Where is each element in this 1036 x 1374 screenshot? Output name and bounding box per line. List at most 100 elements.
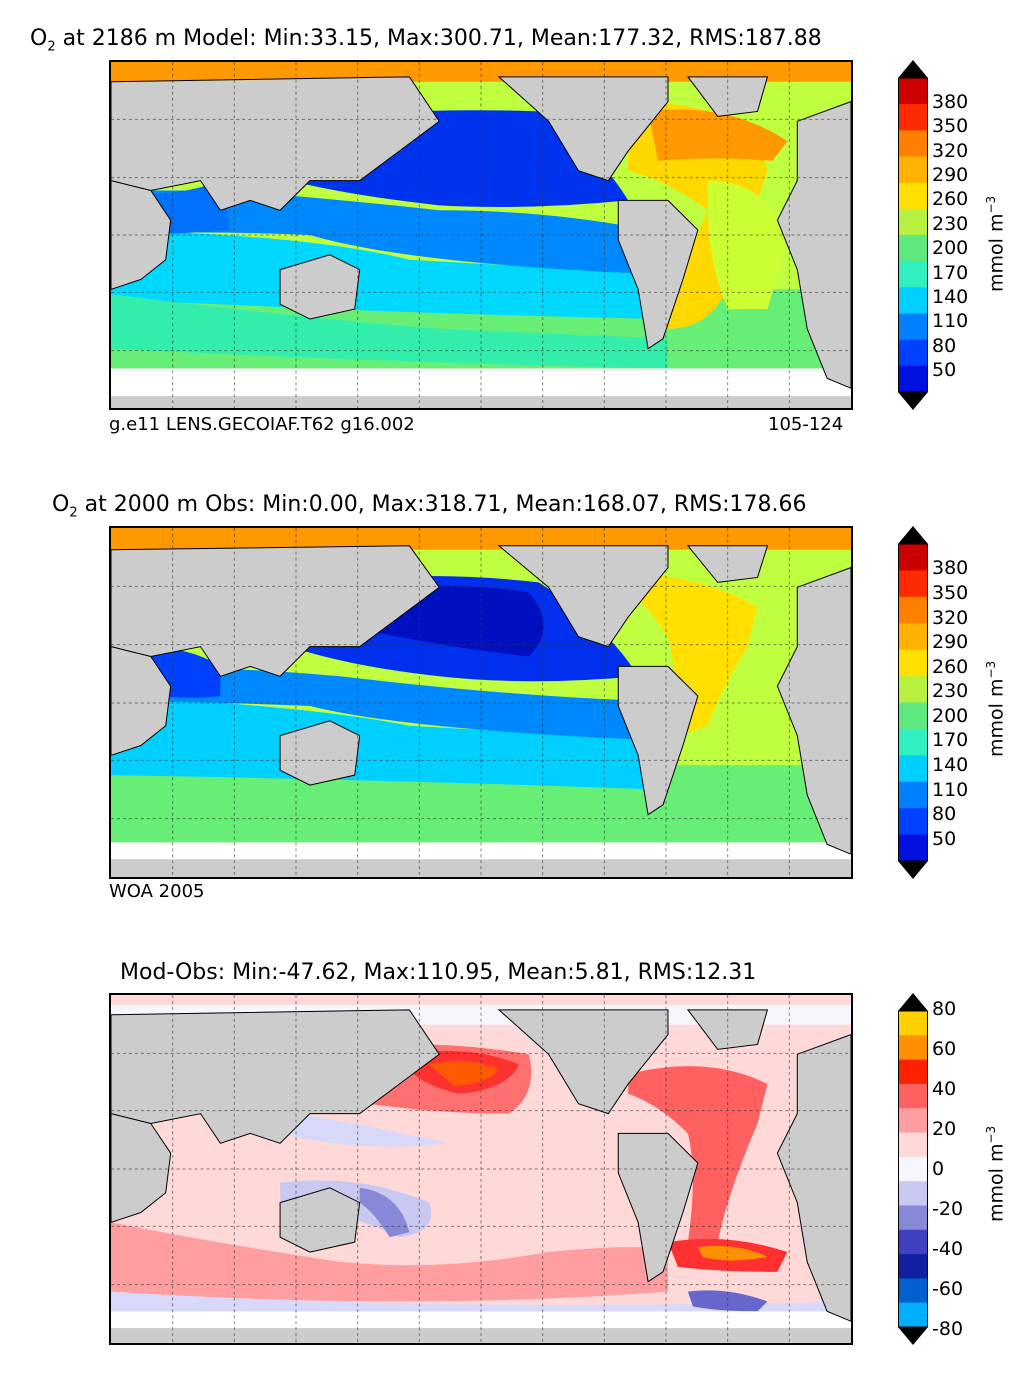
colorbar-tick-label: 380 [932, 91, 969, 113]
colorbar-tick-label: 20 [932, 1117, 957, 1140]
greenland-land [686, 76, 769, 117]
colorbar-segment [898, 544, 928, 571]
colorbar-extend-bottom [898, 861, 928, 879]
colorbar-tick-label: -20 [932, 1198, 964, 1221]
colorbar-segment [898, 313, 928, 341]
colorbar-tick-label: 80 [932, 334, 957, 357]
colorbar-segment [898, 755, 928, 783]
difference-map [109, 993, 853, 1345]
colorbar-tick-label: 290 [932, 164, 969, 187]
colorbar-tick-label: 0 [932, 1158, 945, 1180]
colorbar-tick-label: 110 [932, 778, 969, 801]
colorbar-segment [898, 104, 928, 131]
colorbar-tick-label: 80 [932, 803, 957, 826]
panel-1-caption-right: 105-124 [768, 414, 844, 435]
colorbar-tick-label: 140 [932, 285, 969, 308]
panel-3-title-rest: Mod-Obs: Min:-47.62, Max:110.95, Mean:5.… [120, 960, 757, 985]
colorbar-tick-label: 40 [932, 1077, 957, 1100]
panel-2-caption-left: WOA 2005 [109, 881, 205, 902]
panel-2-title-sub: 2 [69, 505, 78, 521]
colorbar-tick-label: 260 [932, 655, 969, 678]
panel-2-title-prefix: O [52, 492, 70, 517]
colorbar-segment [898, 1035, 928, 1061]
colorbar-segment [898, 1059, 928, 1085]
colorbar-segment [898, 570, 928, 598]
colorbar-2 [898, 993, 928, 1345]
colorbar-segment [898, 1278, 928, 1304]
colorbar-1-unit: mmol m−3 [984, 195, 1008, 292]
colorbar-segment [898, 676, 928, 703]
colorbar-segment [898, 1302, 928, 1328]
colorbar-segment [898, 728, 928, 756]
colorbar-extend-top [898, 526, 928, 544]
colorbar-segment [898, 261, 928, 288]
colorbar-tick-label: -60 [932, 1278, 964, 1301]
colorbar-segment [898, 1156, 928, 1182]
colorbar-1 [898, 60, 928, 410]
colorbar-tick-label: -80 [932, 1318, 964, 1341]
colorbar-segment [898, 1229, 928, 1255]
panel-1-title: O2 at 2186 m Model: Min:33.15, Max:300.7… [30, 26, 822, 54]
colorbar-extend-top [898, 993, 928, 1011]
colorbar-tick-label: 230 [932, 212, 969, 235]
colorbar-segment [898, 339, 928, 367]
colorbar-tick-label: -40 [932, 1238, 964, 1261]
colorbar-tick-label: 140 [932, 754, 969, 776]
colorbar-segment [898, 702, 928, 730]
obs-oxygen-map [109, 526, 853, 879]
colorbar-segment [898, 649, 928, 677]
colorbar-segment [898, 1083, 928, 1109]
colorbar-tick-label: 60 [932, 1037, 957, 1060]
colorbar-tick-label: 290 [932, 631, 969, 654]
colorbar-tick-label: 380 [932, 557, 969, 580]
colorbar-tick-label: 200 [932, 704, 969, 727]
panel-2-title: O2 at 2000 m Obs: Min:0.00, Max:318.71, … [52, 492, 806, 520]
colorbar-segment [898, 834, 928, 862]
australia-land [279, 254, 361, 320]
panel-1-caption-left: g.e11 LENS.GECOIAF.T62 g16.002 [109, 414, 415, 435]
colorbar-tick-label: 320 [932, 606, 969, 629]
colorbar-segment [898, 156, 928, 184]
colorbar-segment [898, 781, 928, 809]
panel-1-title-sub: 2 [47, 39, 56, 55]
panel-1-title-rest: at 2186 m Model: Min:33.15, Max:300.71, … [55, 26, 822, 51]
colorbar-extend-top [898, 60, 928, 78]
colorbar-tick-label: 230 [932, 680, 969, 703]
colorbar-segment [898, 596, 928, 624]
colorbar-segment [898, 623, 928, 651]
colorbar-tick-label: 110 [932, 310, 969, 333]
colorbar-1b-unit: mmol m−3 [984, 660, 1008, 757]
colorbar-segment [898, 808, 928, 836]
panel-1-title-prefix: O [30, 26, 48, 51]
colorbar-1b-svg [898, 526, 928, 879]
colorbar-tick-label: 320 [932, 139, 969, 162]
colorbar-segment [898, 1205, 928, 1231]
colorbar-segment [898, 235, 928, 262]
colorbar-tick-label: 80 [932, 997, 957, 1020]
colorbar-segment [898, 1181, 928, 1206]
north-america-land [497, 76, 669, 182]
colorbar-tick-label: 350 [932, 581, 969, 604]
panel-2-title-rest: at 2000 m Obs: Min:0.00, Max:318.71, Mea… [77, 492, 807, 517]
south-america-land [617, 199, 699, 350]
colorbar-segment [898, 208, 928, 236]
panel-3-title: Mod-Obs: Min:-47.62, Max:110.95, Mean:5.… [120, 960, 756, 985]
colorbar-segment [898, 287, 928, 314]
colorbar-2-svg [898, 993, 928, 1345]
colorbar-segment [898, 1108, 928, 1134]
colorbar-2-unit: mmol m−3 [984, 1125, 1008, 1222]
colorbar-segment [898, 182, 928, 210]
colorbar-tick-label: 50 [932, 359, 957, 382]
colorbar-tick-label: 170 [932, 261, 969, 284]
model-oxygen-map [109, 60, 853, 410]
colorbar-segment [898, 365, 928, 393]
europe-africa-land [776, 101, 851, 389]
colorbar-1-svg [898, 60, 928, 410]
colorbar-extend-bottom [898, 392, 928, 410]
colorbar-segment [898, 1132, 928, 1158]
colorbar-extend-bottom [898, 1327, 928, 1345]
colorbar-segment [898, 130, 928, 157]
colorbar-segment [898, 1011, 928, 1036]
colorbar-tick-label: 260 [932, 188, 969, 211]
colorbar-tick-label: 200 [932, 237, 969, 260]
